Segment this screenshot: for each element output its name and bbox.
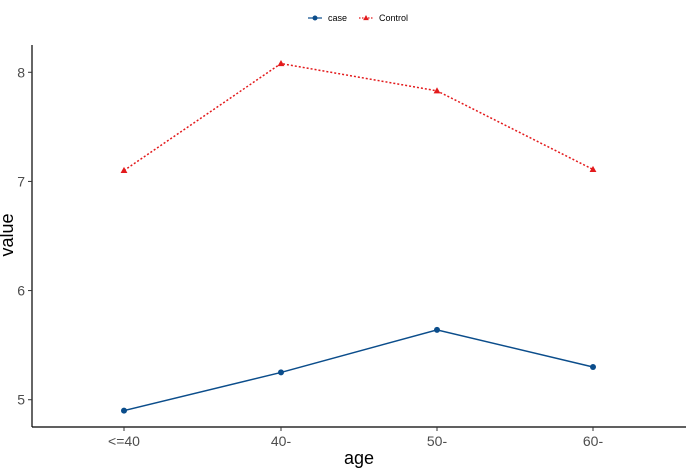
point-case-0 bbox=[121, 407, 127, 414]
y-tick-label-3: 8 bbox=[17, 64, 25, 80]
point-control-3 bbox=[589, 165, 597, 172]
x-tick-label-1: 40- bbox=[271, 433, 292, 449]
y-axis-title: value bbox=[0, 213, 17, 256]
x-tick-label-2: 50- bbox=[427, 433, 448, 449]
series-markers bbox=[120, 59, 597, 414]
point-case-1 bbox=[278, 369, 284, 376]
legend-item-control: Control bbox=[359, 13, 408, 23]
point-control-2 bbox=[433, 87, 441, 94]
point-case-3 bbox=[590, 363, 596, 370]
series-line-case bbox=[123, 329, 594, 412]
point-control-1 bbox=[277, 59, 285, 67]
point-control-0 bbox=[120, 166, 128, 174]
legend-marker-case bbox=[312, 15, 318, 21]
axes: 5 6 7 8 <=40 40- 50- 60- bbox=[17, 45, 686, 449]
y-tick-label-2: 7 bbox=[17, 173, 25, 189]
legend: case Control bbox=[308, 13, 408, 23]
legend-item-case: case bbox=[308, 13, 347, 23]
legend-marker-control bbox=[363, 15, 369, 21]
y-tick-label-1: 6 bbox=[17, 283, 25, 299]
legend-label-control: Control bbox=[379, 13, 408, 23]
y-tick-label-0: 5 bbox=[17, 392, 25, 408]
legend-label-case: case bbox=[328, 13, 347, 23]
series-lines bbox=[123, 62, 594, 412]
x-tick-label-0: <=40 bbox=[108, 433, 140, 449]
series-line-control bbox=[123, 62, 594, 172]
x-tick-label-3: 60- bbox=[583, 433, 604, 449]
x-axis-title: age bbox=[344, 448, 374, 468]
point-case-2 bbox=[434, 326, 440, 333]
